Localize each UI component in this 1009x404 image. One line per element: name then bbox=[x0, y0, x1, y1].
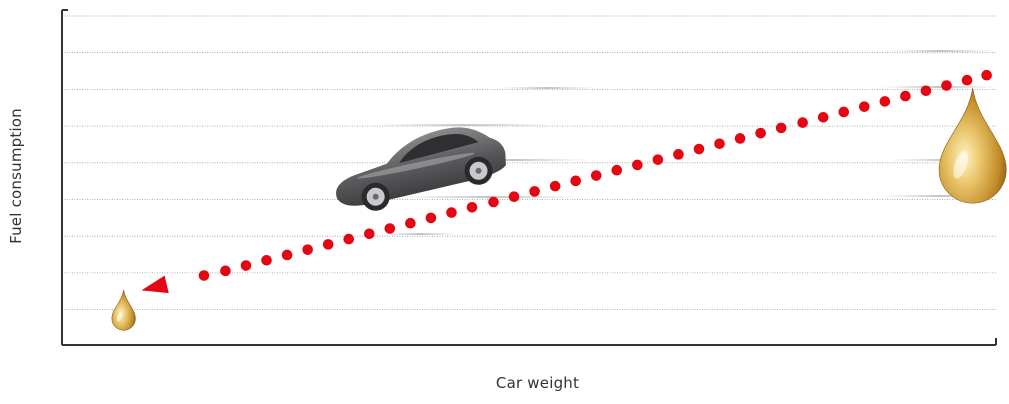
car-hub bbox=[475, 167, 482, 174]
small-oil-drop-icon bbox=[111, 289, 136, 331]
data-point bbox=[652, 154, 664, 165]
oil-drop-body bbox=[111, 289, 136, 331]
x-axis-title: Car weight bbox=[495, 374, 580, 392]
trend-arrowhead bbox=[141, 275, 169, 294]
data-point bbox=[673, 149, 684, 160]
data-point bbox=[941, 80, 952, 91]
data-point bbox=[981, 69, 992, 81]
icons bbox=[111, 87, 1007, 331]
motion-streak bbox=[880, 195, 1000, 197]
data-point bbox=[261, 254, 272, 266]
axes bbox=[61, 9, 997, 346]
data-point bbox=[529, 186, 540, 197]
motion-streak bbox=[370, 124, 560, 126]
data-point bbox=[281, 249, 293, 261]
data-point bbox=[755, 127, 766, 139]
data-point bbox=[714, 138, 725, 150]
car-shine bbox=[357, 152, 475, 179]
data-point bbox=[343, 233, 355, 245]
data-point bbox=[405, 217, 416, 229]
data-point bbox=[879, 96, 891, 107]
data-point bbox=[384, 223, 396, 234]
data-point bbox=[632, 159, 643, 171]
data-point bbox=[570, 175, 581, 187]
data-point bbox=[322, 239, 334, 250]
oil-drop-highlight bbox=[116, 312, 122, 322]
motion-streak bbox=[440, 159, 590, 161]
data-point bbox=[549, 180, 561, 192]
grid-lines bbox=[62, 15, 996, 311]
car-icon bbox=[336, 127, 506, 211]
data-point bbox=[817, 111, 829, 123]
data-point bbox=[446, 207, 457, 218]
motion-streak bbox=[380, 233, 460, 235]
data-point bbox=[425, 212, 437, 224]
data-point bbox=[961, 74, 973, 86]
motion-streak bbox=[500, 87, 595, 89]
data-point bbox=[693, 143, 705, 155]
oil-drop-highlight bbox=[953, 150, 968, 179]
data-point bbox=[466, 202, 478, 213]
oil-drop-body bbox=[938, 87, 1007, 204]
data-point bbox=[508, 191, 520, 203]
data-point bbox=[611, 164, 623, 176]
data-point bbox=[240, 260, 252, 271]
data-point bbox=[363, 228, 375, 240]
data-point bbox=[488, 196, 499, 208]
data-point bbox=[734, 133, 746, 144]
car-window bbox=[399, 134, 479, 164]
motion-streak bbox=[395, 196, 585, 198]
data-point bbox=[920, 85, 932, 97]
data-point bbox=[838, 106, 850, 118]
data-point bbox=[590, 170, 602, 181]
y-axis-title: Fuel consumption bbox=[7, 108, 25, 244]
car-hub bbox=[372, 193, 379, 200]
large-oil-drop-icon bbox=[938, 87, 1007, 204]
data-point bbox=[859, 101, 870, 112]
data-points bbox=[141, 69, 992, 294]
data-point bbox=[900, 90, 911, 102]
data-point bbox=[198, 270, 210, 281]
motion-streak bbox=[885, 50, 997, 52]
motion-streak bbox=[880, 86, 998, 88]
data-point bbox=[797, 117, 808, 128]
data-point bbox=[302, 244, 313, 255]
data-point bbox=[775, 122, 787, 134]
data-point bbox=[220, 265, 231, 277]
